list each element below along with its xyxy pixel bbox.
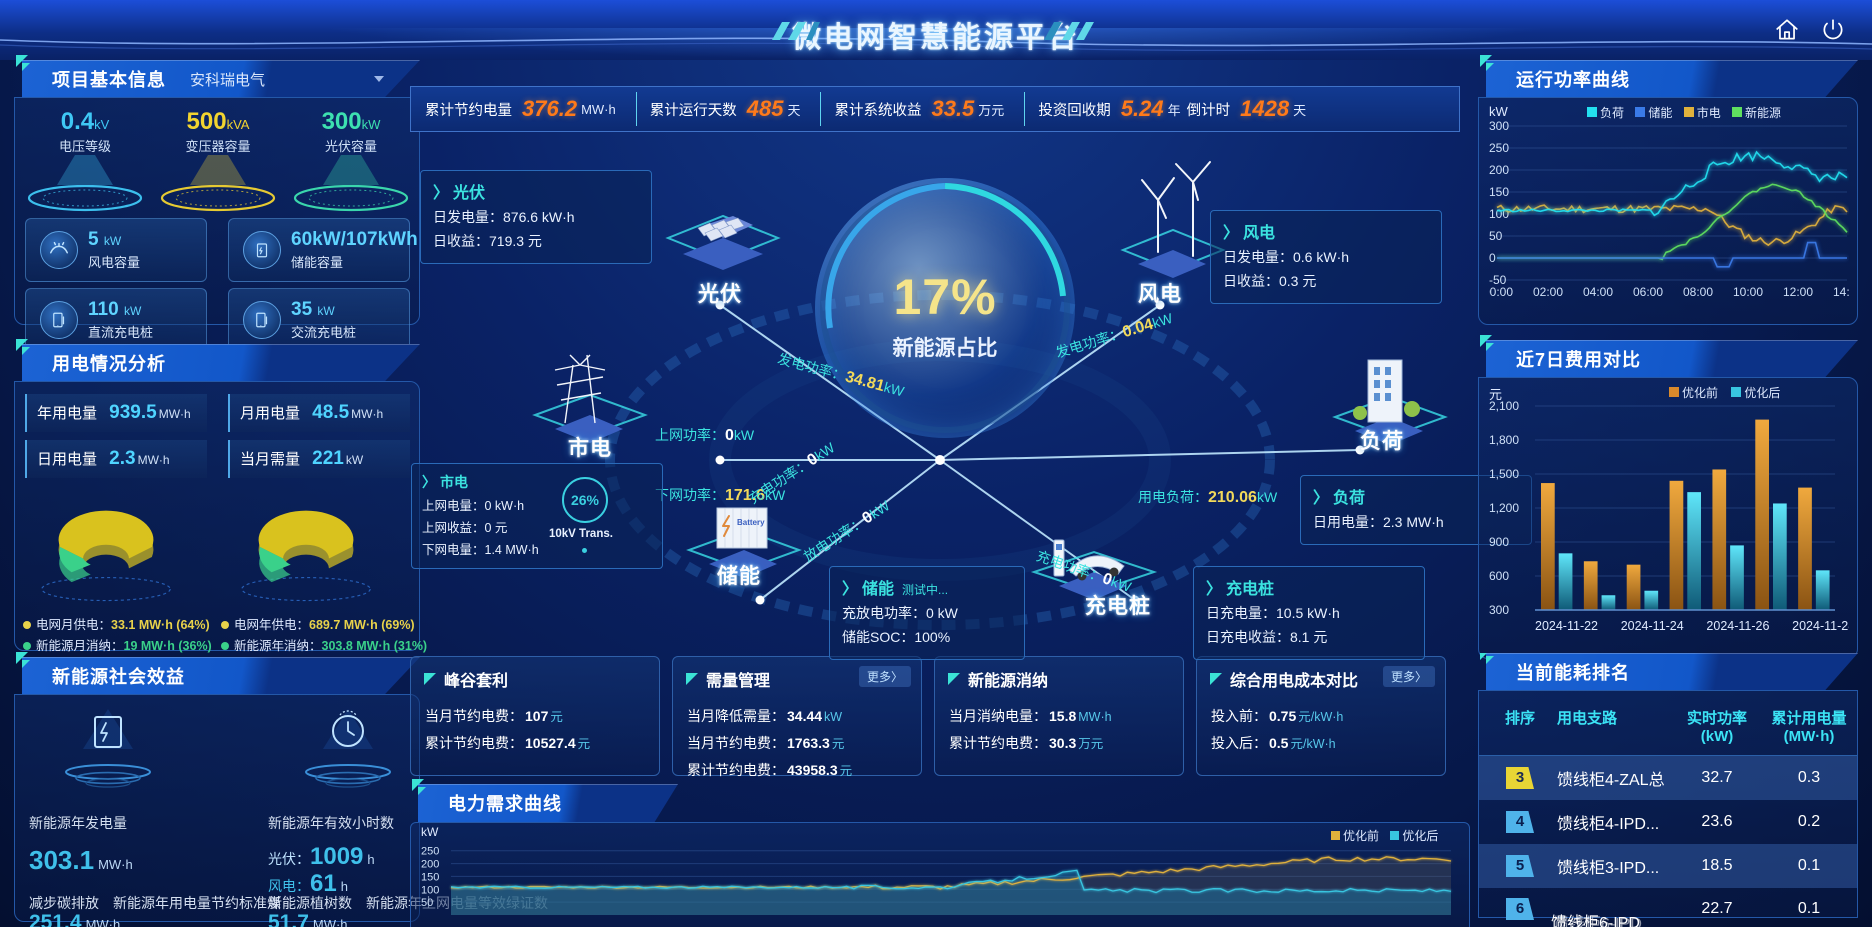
svg-text:200: 200	[1489, 163, 1509, 177]
svg-text:1,200: 1,200	[1489, 501, 1519, 515]
svg-text:00:00: 00:00	[1489, 285, 1513, 299]
svg-text:0: 0	[1489, 251, 1496, 265]
svg-text:Battery: Battery	[737, 518, 765, 527]
svg-text:250: 250	[421, 846, 439, 858]
svg-text:600: 600	[1489, 569, 1509, 583]
svg-text:04:00: 04:00	[1583, 285, 1613, 299]
svg-text:2,100: 2,100	[1489, 400, 1519, 413]
svg-text:50: 50	[421, 897, 433, 909]
svg-text:06:00: 06:00	[1633, 285, 1663, 299]
svg-text:300: 300	[1489, 603, 1509, 617]
svg-text:100: 100	[421, 884, 439, 896]
svg-text:2024-11-26: 2024-11-26	[1706, 619, 1769, 633]
svg-text:150: 150	[1489, 185, 1509, 199]
svg-text:10:00: 10:00	[1733, 285, 1763, 299]
svg-text:50: 50	[1489, 229, 1503, 243]
svg-text:900: 900	[1489, 535, 1509, 549]
svg-text:200: 200	[421, 859, 439, 871]
svg-text:2024-11-24: 2024-11-24	[1621, 619, 1684, 633]
svg-text:2024-11-28: 2024-11-28	[1792, 619, 1849, 633]
svg-text:1,800: 1,800	[1489, 433, 1519, 447]
svg-text:300: 300	[1489, 120, 1509, 133]
svg-text:08:00: 08:00	[1683, 285, 1713, 299]
svg-text:150: 150	[421, 871, 439, 883]
svg-text:14:00: 14:00	[1833, 285, 1849, 299]
svg-text:2024-11-22: 2024-11-22	[1535, 619, 1598, 633]
svg-text:1,500: 1,500	[1489, 467, 1519, 481]
svg-text:02:00: 02:00	[1533, 285, 1563, 299]
svg-text:12:00: 12:00	[1783, 285, 1813, 299]
svg-text:250: 250	[1489, 141, 1509, 155]
